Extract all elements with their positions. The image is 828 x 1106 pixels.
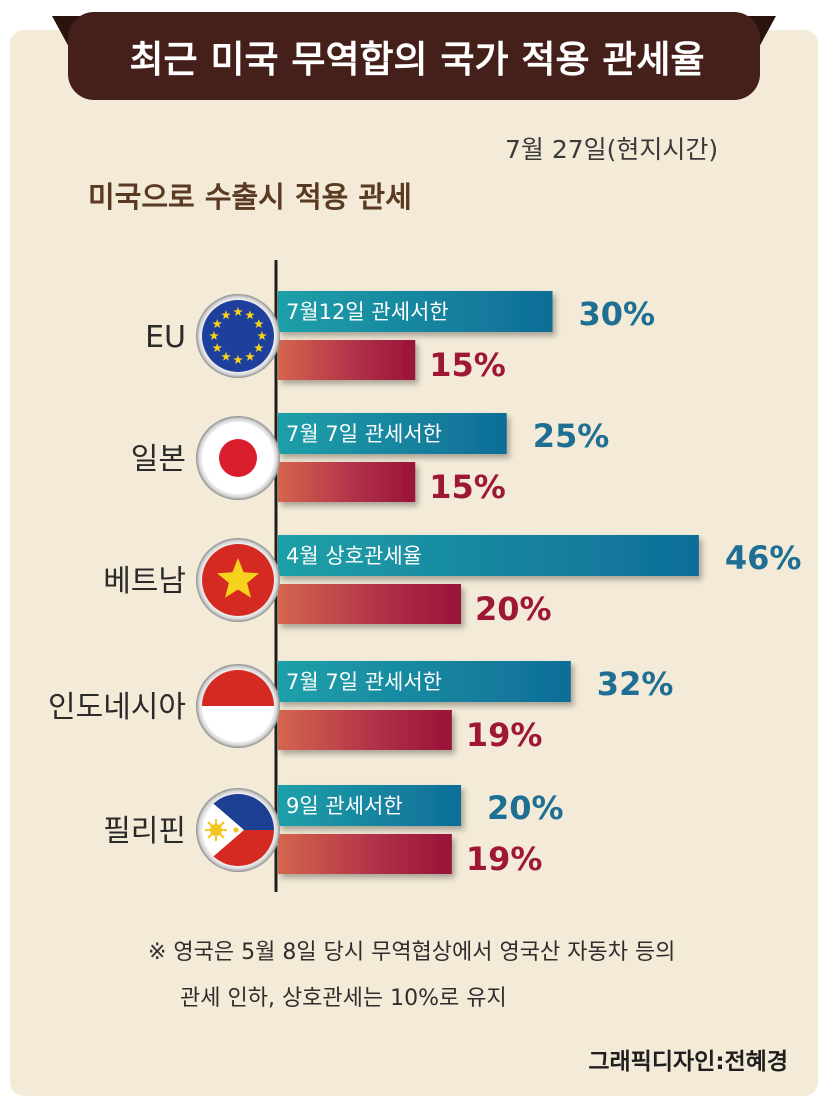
bar-top-value: 25% bbox=[533, 417, 610, 455]
eu-star bbox=[254, 343, 264, 352]
footnote-line-2: 관세 인하, 상호관세는 10%로 유지 bbox=[180, 986, 507, 1011]
bar-top-value: 30% bbox=[579, 295, 656, 333]
country-label: 일본 bbox=[131, 442, 186, 477]
eu-star bbox=[209, 331, 219, 340]
philippines-flag-icon bbox=[196, 788, 280, 872]
bar-top-value: 32% bbox=[597, 665, 674, 703]
eu-star bbox=[221, 351, 231, 361]
eu-flag-icon bbox=[196, 294, 280, 378]
bar-top-label: 7월 7일 관세서한 bbox=[286, 422, 442, 446]
bar-bottom-value: 15% bbox=[429, 468, 506, 506]
eu-star bbox=[212, 343, 222, 352]
graphic-credit: 그래픽디자인:전혜경 bbox=[588, 1049, 788, 1075]
chart-subtitle: 미국으로 수출시 적용 관세 bbox=[88, 180, 412, 214]
bar-top-value: 46% bbox=[725, 539, 802, 577]
bar-top bbox=[278, 661, 571, 702]
eu-star bbox=[254, 319, 264, 328]
country-label: 베트남 bbox=[103, 564, 186, 599]
country-label: 필리핀 bbox=[103, 814, 186, 849]
bar-top-label: 7월 7일 관세서한 bbox=[286, 670, 442, 694]
country-label: 인도네시아 bbox=[48, 690, 186, 725]
bar-top bbox=[278, 413, 507, 454]
eu-star bbox=[233, 307, 243, 316]
bar-top-label: 4월 상호관세율 bbox=[286, 544, 422, 568]
title-banner bbox=[52, 12, 776, 100]
bar-bottom bbox=[278, 584, 461, 624]
footnote-line-1: ※ 영국은 5월 8일 당시 무역협상에서 영국산 자동차 등의 bbox=[148, 940, 676, 965]
bar-top-value: 20% bbox=[487, 789, 564, 827]
eu-star bbox=[212, 319, 222, 328]
eu-star bbox=[245, 310, 255, 320]
bar-bottom bbox=[278, 340, 416, 380]
bar-bottom-value: 15% bbox=[429, 346, 506, 384]
bar-top-label: 7월12일 관세서한 bbox=[286, 300, 449, 324]
eu-star bbox=[245, 351, 255, 361]
bar-bottom bbox=[278, 834, 452, 874]
bar-top bbox=[278, 535, 699, 576]
bar-top bbox=[278, 785, 461, 826]
japan-flag-icon bbox=[196, 416, 280, 500]
date-label: 7월 27일(현지시간) bbox=[505, 135, 719, 164]
bar-bottom-value: 19% bbox=[466, 840, 543, 878]
bar-bottom bbox=[278, 710, 452, 750]
bar-top-label: 9일 관세서한 bbox=[286, 794, 403, 818]
vietnam-flag-icon bbox=[196, 538, 280, 622]
eu-star bbox=[257, 331, 267, 340]
country-label: EU bbox=[145, 320, 186, 355]
indonesia-flag-icon bbox=[196, 664, 280, 748]
page-title: 최근 미국 무역합의 국가 적용 관세율 bbox=[129, 38, 705, 81]
bar-bottom-value: 20% bbox=[475, 590, 552, 628]
bar-top bbox=[278, 291, 553, 332]
eu-star bbox=[233, 355, 243, 364]
eu-star bbox=[221, 310, 231, 320]
bar-bottom-value: 19% bbox=[466, 716, 543, 754]
bar-bottom bbox=[278, 462, 416, 502]
